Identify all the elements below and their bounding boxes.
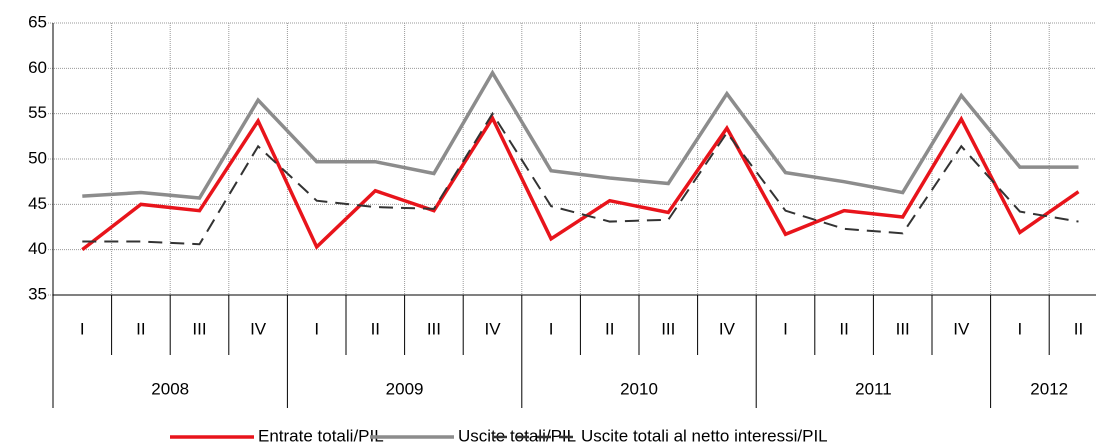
x-tick-label: I bbox=[783, 319, 788, 338]
year-label: 2010 bbox=[620, 379, 658, 398]
x-tick-label: I bbox=[1018, 319, 1023, 338]
x-tick-label: II bbox=[1074, 319, 1083, 338]
x-tick-label: II bbox=[605, 319, 614, 338]
x-tick-label: I bbox=[314, 319, 319, 338]
y-tick-label: 35 bbox=[28, 284, 47, 303]
x-tick-label: III bbox=[661, 319, 675, 338]
x-tick-label: II bbox=[839, 319, 848, 338]
x-tick-label: III bbox=[192, 319, 206, 338]
series-line bbox=[82, 111, 1079, 246]
x-tick-label: I bbox=[549, 319, 554, 338]
x-tick-label: III bbox=[896, 319, 910, 338]
y-tick-label: 65 bbox=[28, 12, 47, 31]
x-tick-label: III bbox=[427, 319, 441, 338]
year-label: 2009 bbox=[386, 379, 424, 398]
series-line bbox=[82, 69, 1079, 200]
x-tick-label: IV bbox=[250, 319, 267, 338]
x-tick-label: I bbox=[80, 319, 85, 338]
y-tick-label: 40 bbox=[28, 239, 47, 258]
x-tick-label: II bbox=[371, 319, 380, 338]
year-label: 2012 bbox=[1030, 379, 1068, 398]
x-tick-label: II bbox=[136, 319, 145, 338]
y-tick-label: 45 bbox=[28, 194, 47, 213]
year-label: 2008 bbox=[151, 379, 189, 398]
y-tick-label: 60 bbox=[28, 58, 47, 77]
legend-label: Entrate totali/PIL bbox=[258, 426, 384, 445]
x-tick-label: IV bbox=[953, 319, 970, 338]
year-label: 2011 bbox=[855, 379, 892, 398]
legend-label: Uscite totali al netto interessi/PIL bbox=[581, 426, 828, 445]
x-tick-label: IV bbox=[719, 319, 736, 338]
series-line bbox=[81, 114, 1080, 252]
y-tick-label: 55 bbox=[28, 103, 47, 122]
y-tick-label: 50 bbox=[28, 148, 47, 167]
x-tick-label: IV bbox=[484, 319, 501, 338]
